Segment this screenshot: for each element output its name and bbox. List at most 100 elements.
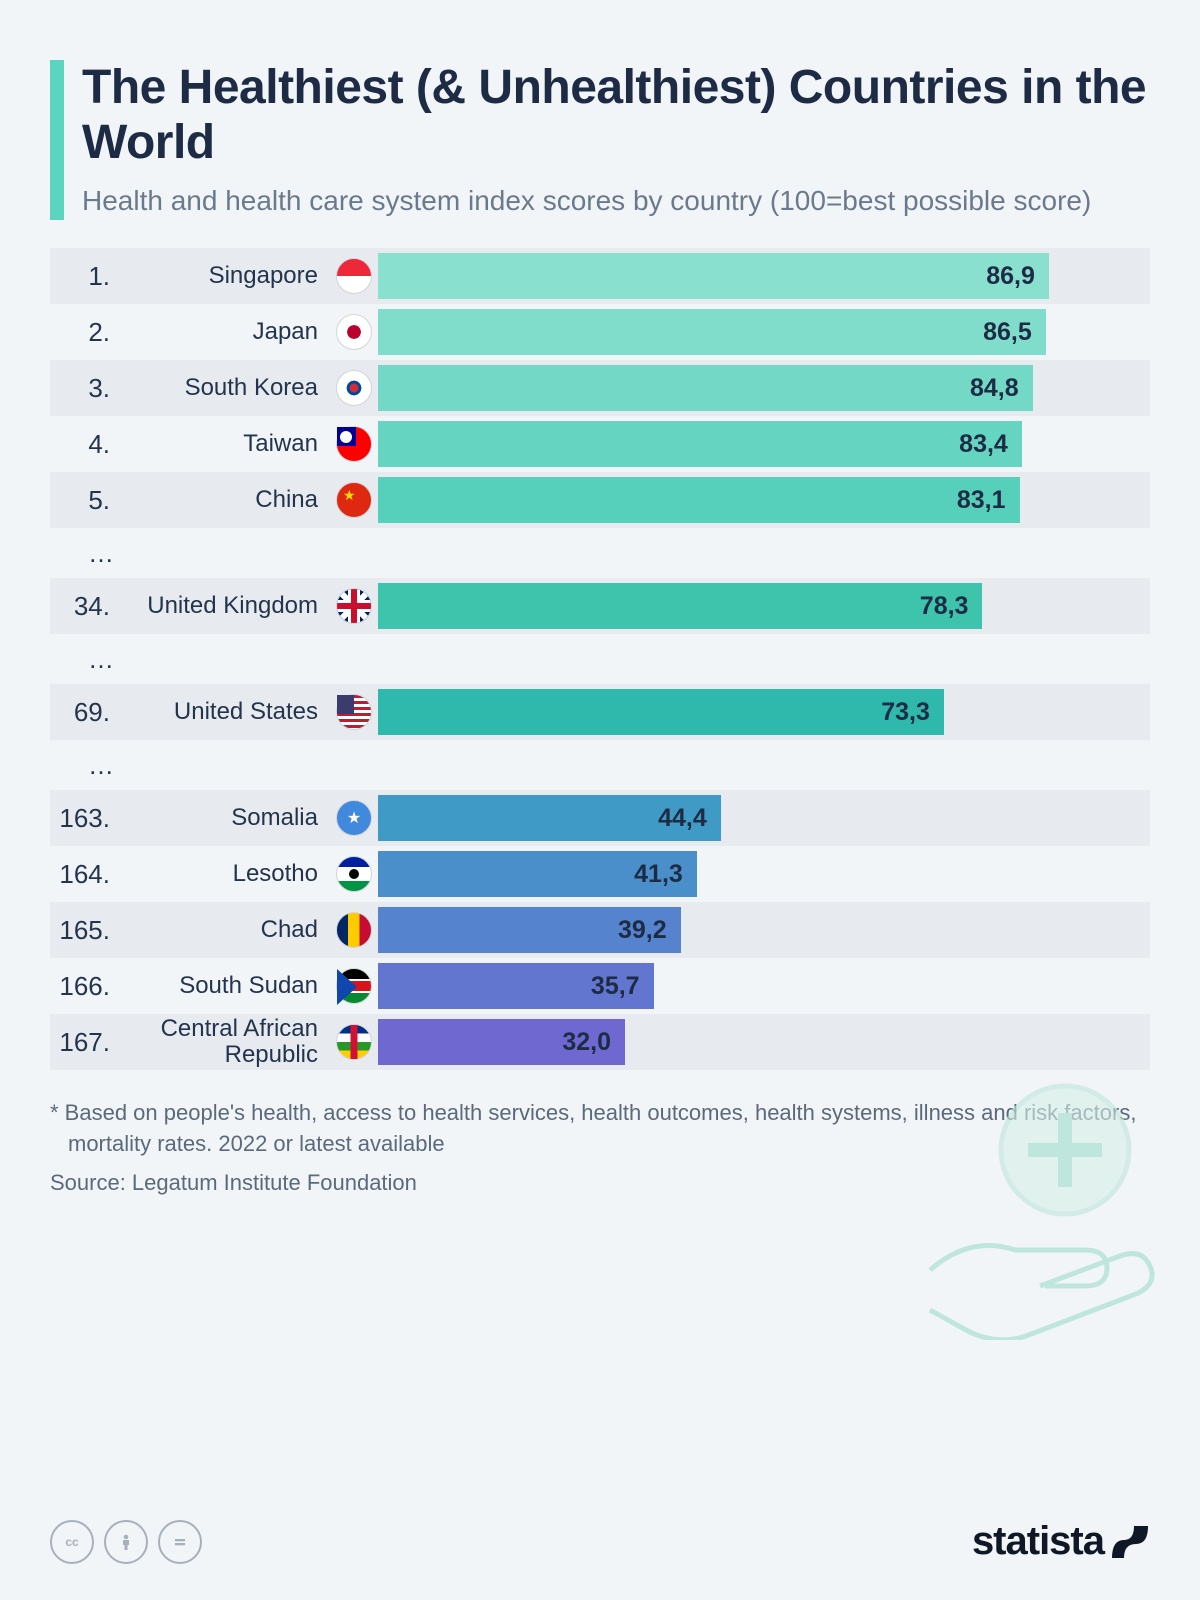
chart-row: 5.China 83,1	[50, 472, 1150, 528]
flag-icon	[336, 856, 372, 892]
bar: 35,7	[378, 963, 654, 1009]
bar: 83,1	[378, 477, 1020, 523]
ellipsis-row: …	[50, 634, 1150, 684]
bar-cell: 86,5	[378, 304, 1150, 360]
flag-icon	[336, 800, 372, 836]
rank-label: 69.	[50, 697, 120, 728]
bar-cell: 73,3	[378, 684, 1150, 740]
chart-row: 164.Lesotho 41,3	[50, 846, 1150, 902]
flag-icon	[336, 426, 372, 462]
ellipsis-row: …	[50, 740, 1150, 790]
cc-nd-icon	[158, 1520, 202, 1564]
flag-cell	[330, 258, 378, 294]
bar-cell: 35,7	[378, 958, 1150, 1014]
bar: 39,2	[378, 907, 681, 953]
header: The Healthiest (& Unhealthiest) Countrie…	[50, 60, 1150, 220]
bar-cell: 39,2	[378, 902, 1150, 958]
country-label: United States	[120, 699, 330, 725]
rank-label: 3.	[50, 373, 120, 404]
bar-cell: 32,0	[378, 1014, 1150, 1070]
bar-cell: 41,3	[378, 846, 1150, 902]
bar: 41,3	[378, 851, 697, 897]
chart-row: 1.Singapore 86,9	[50, 248, 1150, 304]
bar-value: 83,1	[957, 486, 1006, 515]
bar-value: 44,4	[658, 804, 707, 833]
flag-cell	[330, 800, 378, 836]
bar-cell: 44,4	[378, 790, 1150, 846]
country-label: Central African Republic	[120, 1016, 330, 1069]
country-label: Lesotho	[120, 861, 330, 887]
bar-value: 73,3	[881, 698, 930, 727]
chart-subtitle: Health and health care system index scor…	[82, 182, 1150, 220]
rank-label: 164.	[50, 859, 120, 890]
flag-cell	[330, 426, 378, 462]
flag-cell	[330, 968, 378, 1004]
country-label: South Korea	[120, 375, 330, 401]
bar-value: 86,5	[983, 318, 1032, 347]
statista-logo: statista	[972, 1519, 1150, 1564]
chart-row: 2.Japan 86,5	[50, 304, 1150, 360]
country-label: Somalia	[120, 805, 330, 831]
flag-cell	[330, 856, 378, 892]
medical-hand-icon	[910, 1080, 1170, 1340]
flag-cell	[330, 694, 378, 730]
bar-chart: 1.Singapore 86,9 2.Japan 86,5 3.South Korea 8…	[50, 248, 1150, 1070]
flag-icon	[336, 912, 372, 948]
chart-row: 166.South Sudan35,7	[50, 958, 1150, 1014]
dots: …	[88, 538, 116, 569]
cc-license-icons: cc	[50, 1520, 202, 1564]
flag-cell	[330, 482, 378, 518]
bar-value: 41,3	[634, 860, 683, 889]
chart-title: The Healthiest (& Unhealthiest) Countrie…	[82, 60, 1150, 170]
flag-icon	[336, 588, 372, 624]
flag-icon	[336, 968, 372, 1004]
bar: 44,4	[378, 795, 721, 841]
chart-row: 3.South Korea 84,8	[50, 360, 1150, 416]
rank-label: 5.	[50, 485, 120, 516]
bar: 73,3	[378, 689, 944, 735]
flag-icon	[336, 258, 372, 294]
cc-icon: cc	[50, 1520, 94, 1564]
ellipsis-row: …	[50, 528, 1150, 578]
flag-icon	[336, 482, 372, 518]
chart-row: 34.United Kingdom78,3	[50, 578, 1150, 634]
flag-cell	[330, 588, 378, 624]
rank-label: 2.	[50, 317, 120, 348]
rank-label: 34.	[50, 591, 120, 622]
flag-icon	[336, 1024, 372, 1060]
bar-cell: 86,9	[378, 248, 1150, 304]
bar-cell: 83,1	[378, 472, 1150, 528]
country-label: China	[120, 487, 330, 513]
flag-icon	[336, 370, 372, 406]
flag-icon	[336, 694, 372, 730]
bar-cell: 83,4	[378, 416, 1150, 472]
bar-value: 84,8	[970, 374, 1019, 403]
bar: 78,3	[378, 583, 982, 629]
statista-wave-icon	[1110, 1524, 1150, 1560]
rank-label: 163.	[50, 803, 120, 834]
svg-text:cc: cc	[65, 1535, 79, 1549]
chart-row: 163.Somalia 44,4	[50, 790, 1150, 846]
flag-cell	[330, 370, 378, 406]
bar-value: 35,7	[591, 972, 640, 1001]
bar: 84,8	[378, 365, 1033, 411]
country-label: Japan	[120, 319, 330, 345]
chart-row: 4.Taiwan83,4	[50, 416, 1150, 472]
rank-label: 165.	[50, 915, 120, 946]
cc-by-icon	[104, 1520, 148, 1564]
flag-cell	[330, 1024, 378, 1060]
brand-text: statista	[972, 1519, 1104, 1564]
rank-label: 4.	[50, 429, 120, 460]
rank-label: 1.	[50, 261, 120, 292]
rank-label: 167.	[50, 1027, 120, 1058]
bar-value: 86,9	[986, 262, 1035, 291]
country-label: South Sudan	[120, 973, 330, 999]
country-label: Chad	[120, 917, 330, 943]
bar: 86,9	[378, 253, 1049, 299]
bar: 83,4	[378, 421, 1022, 467]
accent-bar	[50, 60, 64, 220]
chart-row: 165.Chad 39,2	[50, 902, 1150, 958]
country-label: Singapore	[120, 263, 330, 289]
bar-value: 39,2	[618, 916, 667, 945]
bar: 86,5	[378, 309, 1046, 355]
